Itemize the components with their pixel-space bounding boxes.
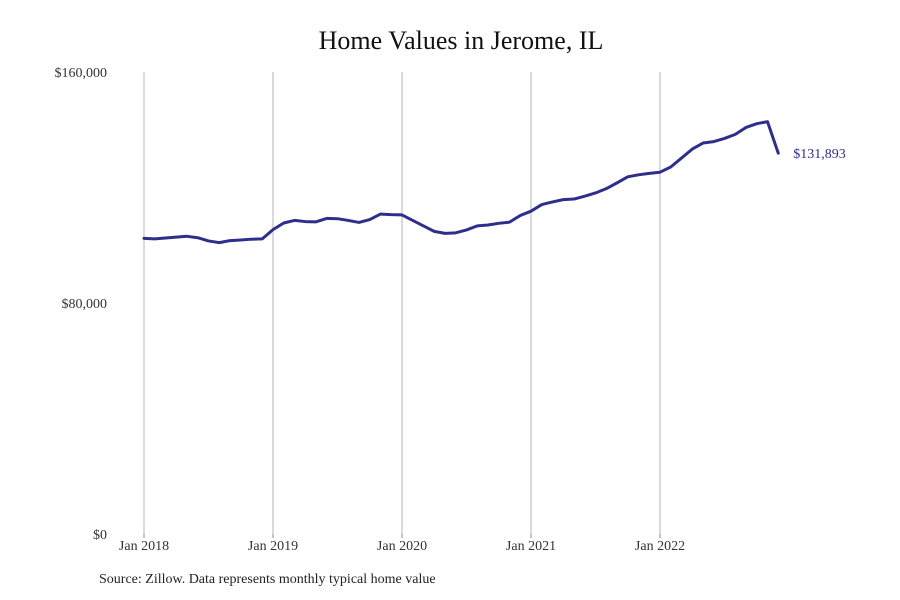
y-tick-label: $0 [93, 528, 107, 543]
source-note: Source: Zillow. Data represents monthly … [99, 572, 436, 587]
y-tick-label: $80,000 [62, 297, 108, 312]
x-tick-label: Jan 2021 [506, 539, 556, 554]
last-value-label: $131,893 [793, 147, 846, 162]
x-tick-label: Jan 2020 [377, 539, 427, 554]
gridlines [143, 72, 661, 538]
x-tick-label: Jan 2022 [635, 539, 685, 554]
y-tick-label: $160,000 [55, 66, 108, 81]
chart-title: Home Values in Jerome, IL [318, 26, 604, 55]
axis-labels: Jan 2018 Jan 2019 Jan 2020 Jan 2021 Jan 2022… [55, 66, 686, 554]
x-tick-label: Jan 2018 [119, 539, 169, 554]
x-tick-label: Jan 2019 [248, 539, 298, 554]
home-value-line [142, 120, 780, 245]
